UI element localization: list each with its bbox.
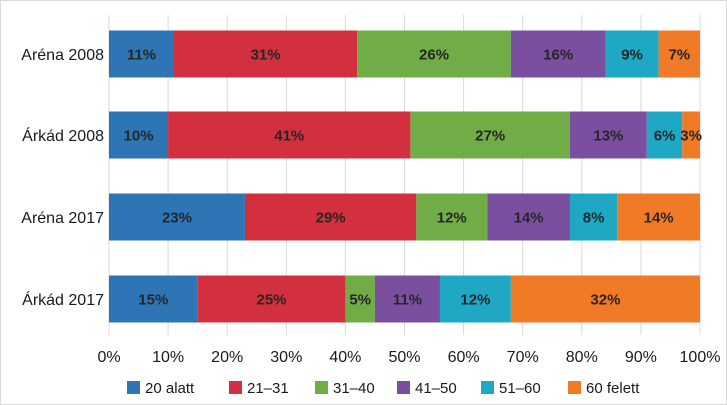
legend-swatch-41-50 xyxy=(397,381,410,394)
bar-arena-2017-20-alatt xyxy=(109,193,245,241)
data-label-arena-2017-51-60: 8% xyxy=(583,210,605,227)
data-labels: 11% 31% 26% 16% 9% 7% 10% 41% 27% 13% 6% 3% 23% 29% 12… xyxy=(124,47,702,309)
category-label-3: Árkád 2017 xyxy=(22,290,104,309)
data-label-arena-2017-31-40: 12% xyxy=(437,210,467,227)
data-label-arena-2017-60-felett: 14% xyxy=(644,210,674,227)
data-label-arkad-2017-60-felett: 32% xyxy=(590,292,620,309)
bar-arkad-2008-51-60 xyxy=(646,111,683,159)
bar-arkad-2017-20-alatt xyxy=(109,275,198,323)
x-tick-label-7: 70% xyxy=(507,349,539,366)
legend-label-31-40: 31–40 xyxy=(333,380,375,397)
legend-label-60-felett: 60 felett xyxy=(586,380,640,397)
legend-swatch-51-60 xyxy=(481,381,494,394)
bar-arkad-2017-60-felett xyxy=(510,275,700,323)
legend-swatch-21-31 xyxy=(229,381,242,394)
bar-arkad-2017-51-60 xyxy=(439,275,511,323)
data-label-arkad-2017-31-40: 5% xyxy=(349,292,371,309)
data-label-arkad-2008-60-felett: 3% xyxy=(680,128,702,145)
x-tick-label-3: 30% xyxy=(270,349,302,366)
x-tick-label-0: 0% xyxy=(97,349,120,366)
data-label-arena-2008-20-alatt: 11% xyxy=(127,47,156,64)
x-tick-label-10: 100% xyxy=(680,349,721,366)
data-label-arena-2017-20-alatt: 23% xyxy=(162,210,192,227)
bar-arkad-2008-20-alatt xyxy=(109,111,169,159)
data-label-arena-2008-60-felett: 7% xyxy=(668,47,690,64)
bars xyxy=(109,30,700,323)
data-label-arkad-2008-21-31: 41% xyxy=(274,128,304,145)
x-tick-label-4: 40% xyxy=(329,349,361,366)
data-label-arkad-2017-21-31: 25% xyxy=(257,292,287,309)
x-tick-label-2: 20% xyxy=(211,349,243,366)
category-label-2: Aréna 2017 xyxy=(21,210,104,227)
bar-arkad-2008-21-31 xyxy=(168,111,411,159)
bar-arena-2008-41-50 xyxy=(510,30,606,78)
bar-arena-2008-51-60 xyxy=(605,30,659,78)
data-label-arena-2008-21-31: 31% xyxy=(251,47,281,64)
category-label-1: Árkád 2008 xyxy=(22,126,104,145)
data-label-arena-2017-41-50: 14% xyxy=(514,210,544,227)
legend-label-51-60: 51–60 xyxy=(499,380,541,397)
bar-arena-2008-20-alatt xyxy=(109,30,175,78)
bar-arkad-2008-41-50 xyxy=(569,111,647,159)
data-label-arkad-2008-51-60: 6% xyxy=(654,128,676,145)
legend-label-20-alatt: 20 alatt xyxy=(145,380,195,397)
data-label-arena-2008-31-40: 26% xyxy=(419,47,449,64)
category-label-0: Aréna 2008 xyxy=(21,47,104,64)
legend-swatch-31-40 xyxy=(315,381,328,394)
x-tick-label-8: 80% xyxy=(566,349,598,366)
bar-arkad-2017-41-50 xyxy=(374,275,440,323)
bar-arena-2008-60-felett xyxy=(658,30,700,78)
x-axis-tick-labels: 0% 10% 20% 30% 40% 50% 60% 70% 80% 90% 100% xyxy=(97,349,720,366)
legend-label-21-31: 21–31 xyxy=(247,380,289,397)
category-labels: Aréna 2008 Árkád 2008 Aréna 2017 Árkád 2017 xyxy=(21,47,104,309)
bar-arena-2017-31-40 xyxy=(416,193,488,241)
bar-arena-2017-21-31 xyxy=(244,193,417,241)
bar-arkad-2017-31-40 xyxy=(345,275,375,323)
legend-swatch-60-felett xyxy=(568,381,581,394)
x-tick-label-9: 90% xyxy=(625,349,657,366)
data-label-arkad-2008-20-alatt: 10% xyxy=(124,128,154,145)
data-label-arkad-2017-41-50: 11% xyxy=(393,292,422,309)
bar-arena-2008-21-31 xyxy=(174,30,358,78)
data-label-arena-2008-51-60: 9% xyxy=(621,47,643,64)
data-label-arena-2017-21-31: 29% xyxy=(316,210,346,227)
x-tick-label-6: 60% xyxy=(448,349,480,366)
data-label-arkad-2008-31-40: 27% xyxy=(475,128,505,145)
legend-swatch-20-alatt xyxy=(127,381,140,394)
legend: 20 alatt 21–31 31–40 41–50 51–60 60 felett xyxy=(127,380,640,397)
legend-label-41-50: 41–50 xyxy=(415,380,457,397)
data-label-arena-2008-41-50: 16% xyxy=(543,47,573,64)
bar-arena-2008-31-40 xyxy=(357,30,511,78)
data-label-arkad-2008-41-50: 13% xyxy=(593,128,623,145)
bar-arkad-2017-21-31 xyxy=(197,275,346,323)
data-label-arkad-2017-20-alatt: 15% xyxy=(138,292,168,309)
bar-arkad-2008-60-felett xyxy=(682,111,700,159)
x-tick-label-1: 10% xyxy=(152,349,184,366)
x-tick-label-5: 50% xyxy=(388,349,420,366)
bar-arena-2017-60-felett xyxy=(617,193,700,241)
data-label-arkad-2017-51-60: 12% xyxy=(460,292,490,309)
bar-arena-2017-51-60 xyxy=(569,193,618,241)
bar-arena-2017-41-50 xyxy=(487,193,570,241)
bar-arkad-2008-31-40 xyxy=(410,111,570,159)
